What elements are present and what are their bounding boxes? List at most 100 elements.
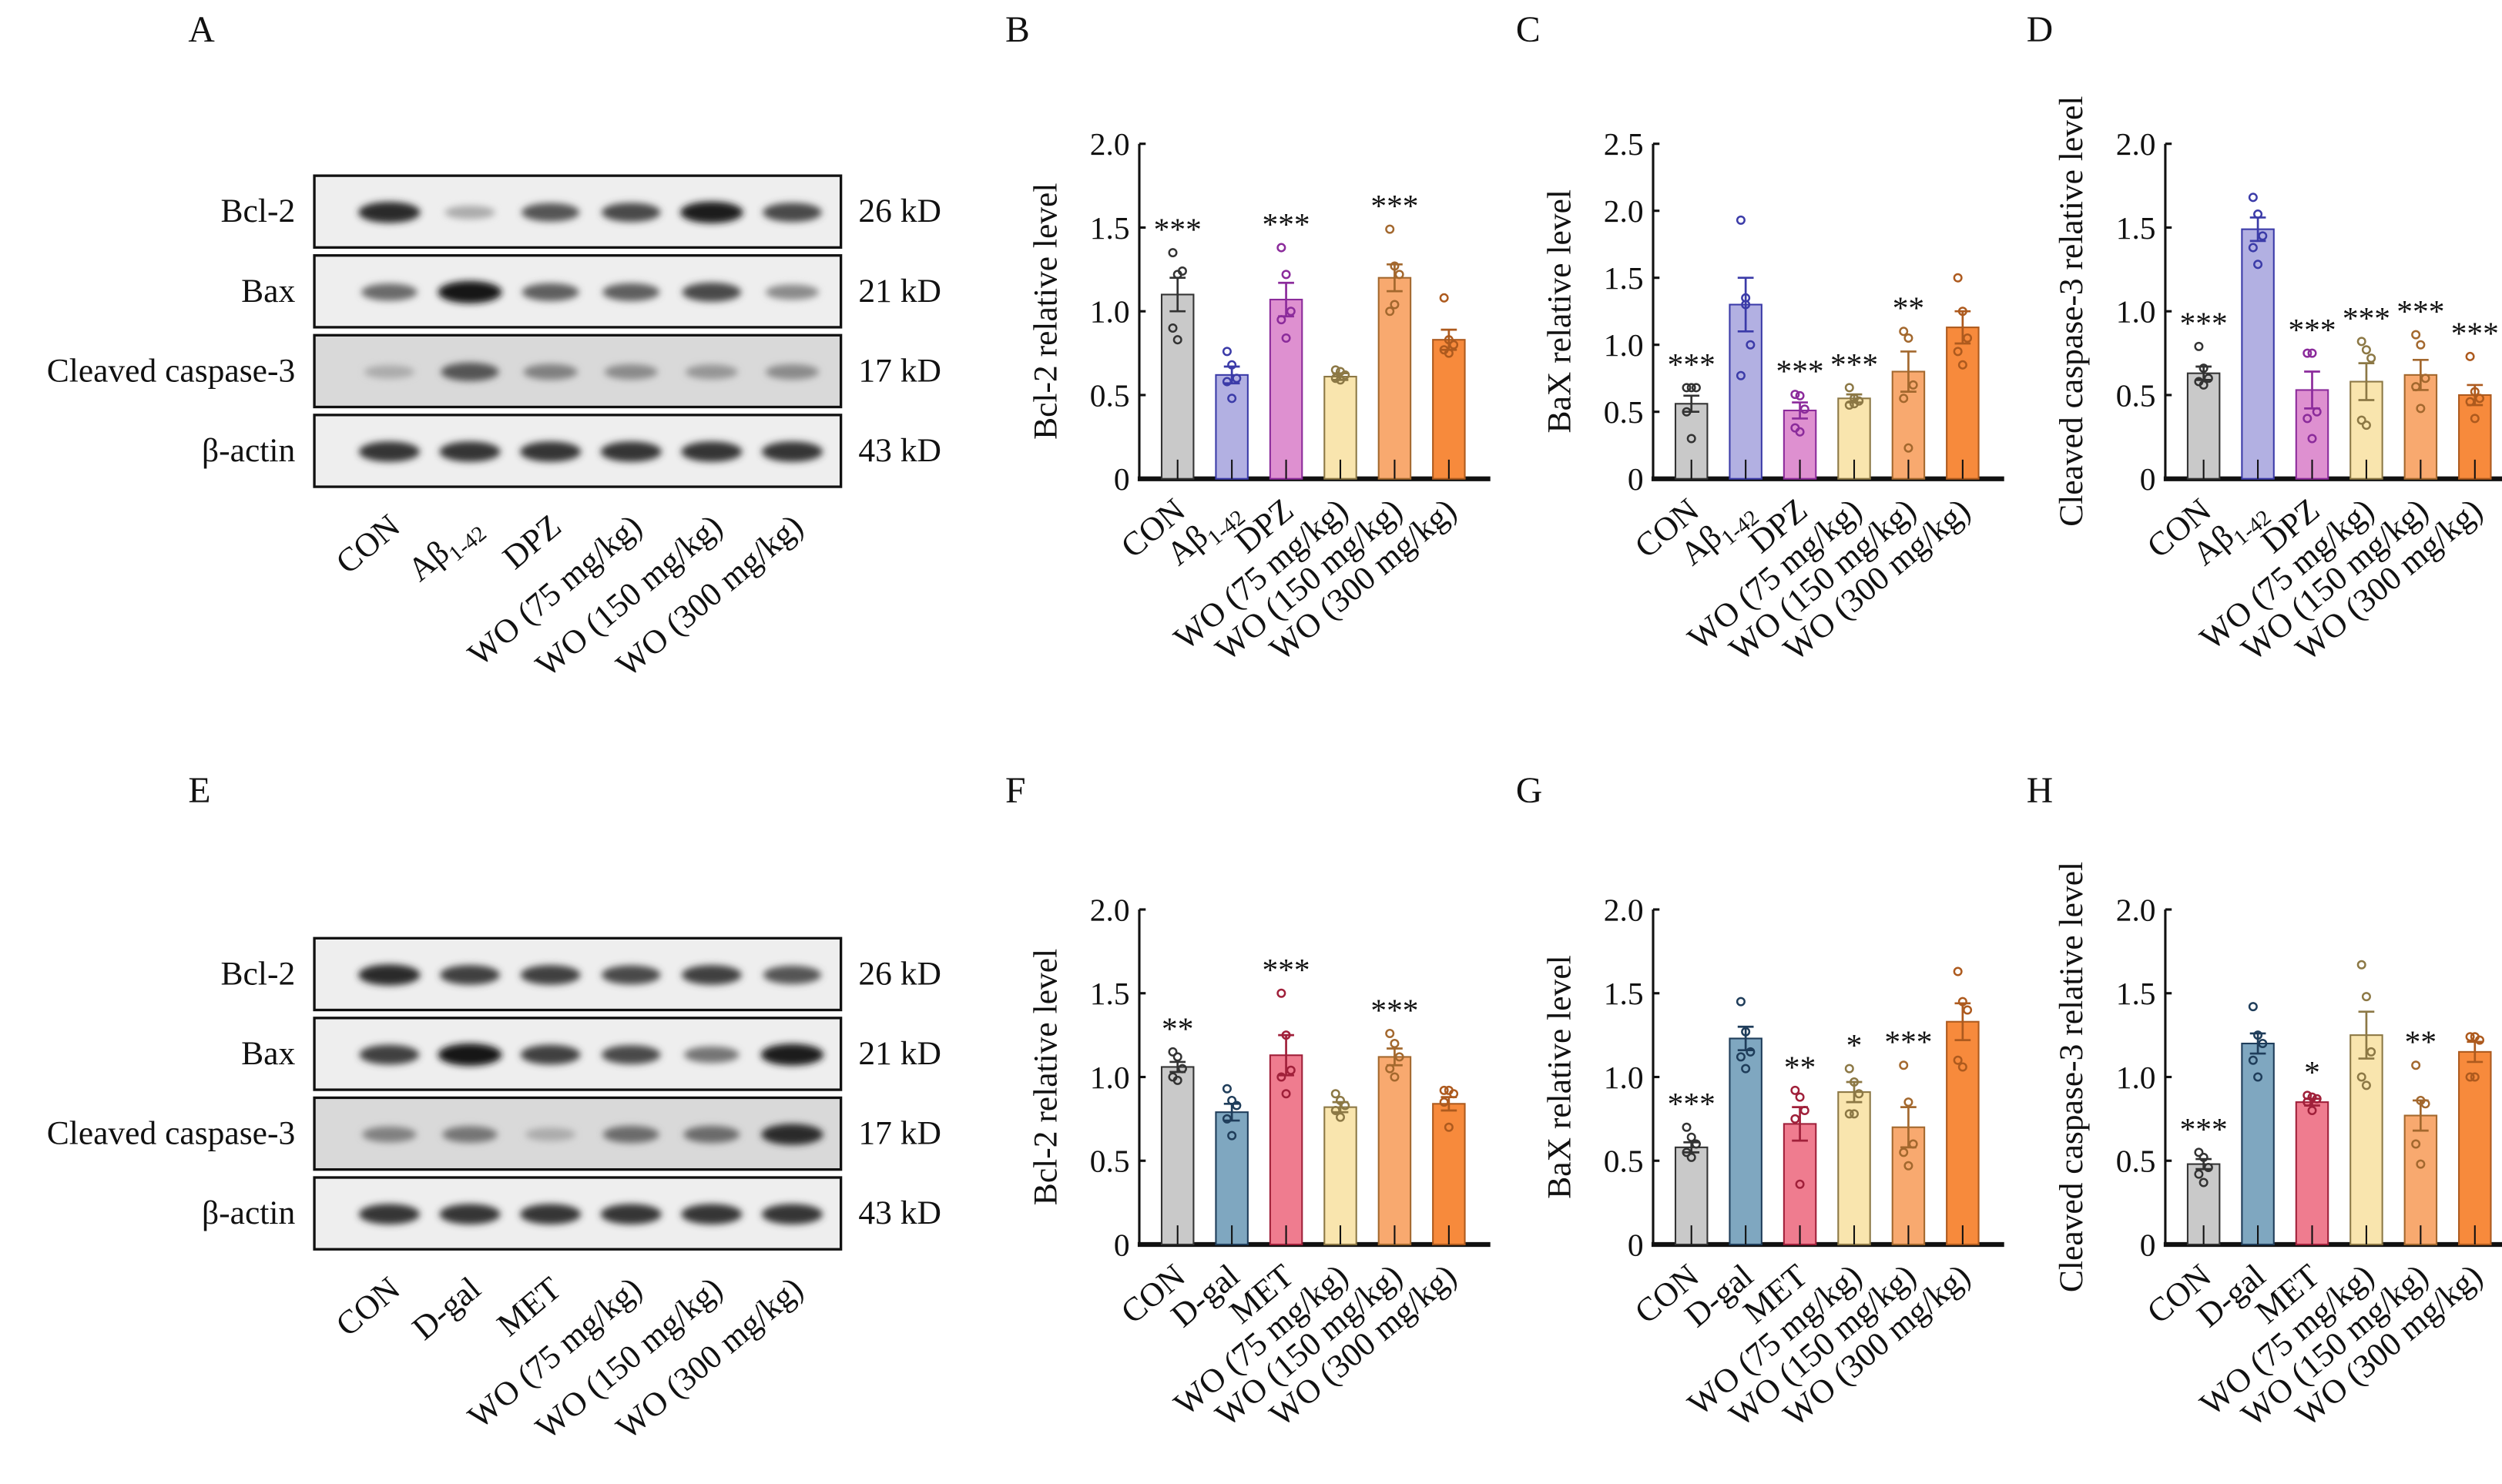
data-point xyxy=(1957,997,1967,1007)
data-point xyxy=(1177,1064,1187,1074)
data-point xyxy=(2356,337,2366,347)
data-point xyxy=(1385,1064,1395,1074)
data-point xyxy=(2198,1177,2209,1188)
blot-band xyxy=(441,362,499,381)
data-point xyxy=(1953,966,1963,976)
data-point xyxy=(1844,400,1854,410)
blot-band xyxy=(760,1043,824,1066)
data-point xyxy=(1799,1105,1809,1116)
significance-marker: *** xyxy=(1263,206,1310,242)
data-point xyxy=(1222,1084,1232,1094)
data-point xyxy=(1394,270,1404,280)
significance-marker: *** xyxy=(1154,212,1202,247)
molecular-weight-label: 26 kD xyxy=(858,955,941,992)
data-point xyxy=(1903,1161,1913,1171)
blot-band xyxy=(523,363,578,380)
y-tick-label: 2.5 xyxy=(1604,126,1644,162)
blot-band xyxy=(684,1046,740,1064)
blot-band xyxy=(442,1126,498,1143)
bar-chart-b: Bcl-2 relative level00.51.01.52.0***CONA… xyxy=(1027,126,1491,668)
data-point xyxy=(1736,215,1746,225)
data-point xyxy=(1177,266,1187,276)
bar xyxy=(1377,1056,1412,1246)
blot-band xyxy=(765,284,820,300)
data-point xyxy=(2312,1094,2322,1104)
panel-label-c: C xyxy=(1516,10,1541,50)
data-point xyxy=(2253,260,2263,270)
significance-marker: *** xyxy=(1884,1024,1932,1060)
data-point xyxy=(1795,427,1805,437)
blot-band xyxy=(520,441,582,462)
y-tick-label: 1.0 xyxy=(1090,294,1130,330)
data-point xyxy=(1953,273,1963,283)
data-point xyxy=(1172,1075,1182,1085)
blot-row-label: Bcl-2 xyxy=(221,193,296,229)
data-point xyxy=(1795,1179,1805,1189)
bar-chart-d: Cleaved caspase-3 relative level 0 0.5 1.0 1… xyxy=(2053,96,2502,668)
blot-band xyxy=(359,1044,420,1065)
data-point xyxy=(1963,1005,1973,1015)
data-point xyxy=(1439,293,1449,303)
lane-label: Aβ1-42 xyxy=(401,508,491,593)
data-point xyxy=(2198,1152,2209,1162)
data-point xyxy=(1222,1114,1232,1124)
blot-band xyxy=(682,282,742,302)
data-point xyxy=(1844,383,1854,393)
data-point xyxy=(1682,1147,1692,1157)
molecular-weight-label: 21 kD xyxy=(858,1035,941,1072)
y-axis-label: Bcl-2 relative level xyxy=(1027,183,1064,440)
data-point xyxy=(1222,347,1232,357)
data-point xyxy=(1335,1112,1346,1122)
y-tick-label: 2.0 xyxy=(1604,893,1644,928)
blot-band xyxy=(358,202,421,223)
blot-band xyxy=(681,1204,743,1224)
significance-marker: *** xyxy=(1263,952,1310,987)
bar xyxy=(1946,327,1980,480)
data-point xyxy=(2356,415,2366,425)
data-point xyxy=(2465,397,2475,407)
significance-marker: *** xyxy=(1370,992,1418,1027)
blot-row-label: Cleaved caspase-3 xyxy=(47,1115,295,1152)
data-point xyxy=(1854,1089,1864,1099)
y-tick-label: 0 xyxy=(1628,1228,1644,1263)
panel-label-g: G xyxy=(1516,771,1542,811)
data-point xyxy=(1844,1064,1854,1074)
bar xyxy=(1837,1091,1871,1246)
blot-membrane xyxy=(313,1096,843,1171)
y-tick-label: 0 xyxy=(2140,461,2156,497)
blot-band xyxy=(358,441,420,462)
significance-marker: ** xyxy=(1784,1049,1816,1084)
blot-band xyxy=(440,965,500,985)
blot-band xyxy=(681,965,742,985)
data-point xyxy=(2411,382,2421,392)
significance-marker: ** xyxy=(1893,290,1924,326)
data-point xyxy=(1795,390,1805,400)
data-point xyxy=(1682,1122,1692,1132)
data-point xyxy=(1444,1122,1454,1132)
data-point xyxy=(2302,414,2313,424)
blot-band xyxy=(680,201,743,223)
lane-label-text: CON xyxy=(329,1270,407,1344)
data-point xyxy=(1899,1060,1909,1070)
blot-band xyxy=(765,363,820,380)
y-tick-label: 1.5 xyxy=(1604,260,1644,296)
data-point xyxy=(1903,1097,1913,1107)
data-point xyxy=(1227,1131,1237,1141)
data-point xyxy=(1330,1089,1340,1099)
data-point xyxy=(1844,1109,1854,1119)
significance-marker: *** xyxy=(2396,293,2444,329)
panel-label-h: H xyxy=(2027,771,2053,811)
data-point xyxy=(1227,394,1237,404)
data-point xyxy=(2361,345,2371,355)
data-point xyxy=(2198,363,2209,374)
y-tick-label: 0.5 xyxy=(1090,1144,1130,1179)
data-point xyxy=(2258,1038,2268,1049)
data-point xyxy=(1449,1089,1459,1099)
y-tick-label: 1.0 xyxy=(2116,1060,2156,1095)
data-point xyxy=(2307,348,2317,358)
data-point xyxy=(1232,1100,1242,1110)
y-tick-label: 1.5 xyxy=(2116,976,2156,1011)
y-tick-label: 1.5 xyxy=(2116,210,2156,246)
data-point xyxy=(2470,1072,2480,1082)
blot-band xyxy=(604,363,658,380)
